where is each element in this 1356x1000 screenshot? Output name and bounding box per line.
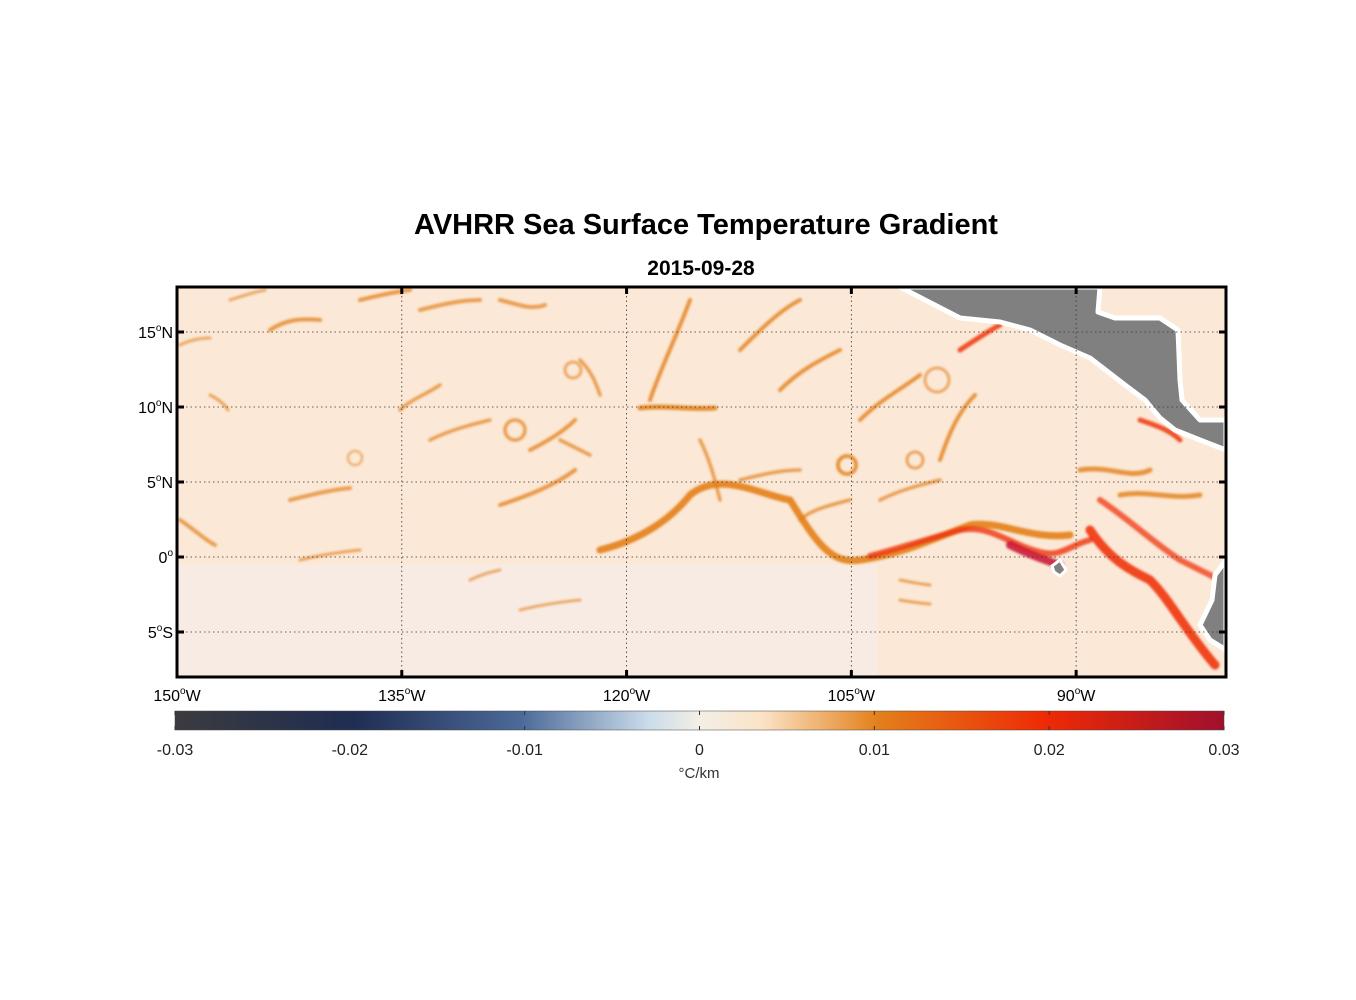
degree-symbol: o	[180, 686, 186, 697]
colorbar: -0.03 -0.02 -0.01 0 0.01 0.02 0.03 °C/km	[157, 710, 1240, 782]
lon-tick-number: 135	[378, 688, 405, 705]
lon-tick-label: 120oW	[603, 686, 651, 705]
lon-tick-hemisphere: W	[635, 688, 651, 705]
lon-tick-hemisphere: W	[860, 688, 876, 705]
front-f	[268, 288, 412, 332]
graticule	[177, 287, 1226, 677]
degree-symbol: o	[167, 548, 173, 559]
degree-symbol: o	[854, 686, 860, 697]
equatorial-front-core	[867, 525, 1093, 559]
equatorial-front	[596, 480, 1074, 565]
eddy-ring-6	[346, 449, 364, 467]
front-b	[648, 298, 692, 402]
galapagos-island	[1050, 557, 1068, 578]
lon-tick-hemisphere: W	[186, 688, 202, 705]
lat-tick-label: 5oN	[147, 473, 173, 492]
chart-subtitle: 2015-09-28	[647, 257, 755, 280]
degree-symbol: o	[630, 686, 636, 697]
central-america-land	[897, 287, 1226, 453]
front-n	[898, 578, 932, 606]
colorbar-tick-label: -0.02	[332, 742, 369, 759]
eddy-ring-2	[503, 418, 527, 442]
southern-calm-region	[177, 565, 877, 677]
lon-tick-hemisphere: W	[410, 688, 426, 705]
land-masses	[897, 287, 1226, 653]
eddy-ring-3	[563, 360, 583, 380]
front-g	[178, 486, 352, 547]
degree-symbol: o	[156, 473, 162, 484]
colorbar-tick-label: -0.01	[506, 742, 543, 759]
lat-tick-hemisphere: N	[161, 325, 173, 342]
south-america-land	[1197, 557, 1226, 653]
front-e	[498, 418, 577, 507]
colorbar-unit-label: °C/km	[679, 765, 720, 782]
degree-symbol: o	[1075, 686, 1081, 697]
lon-tick-label: 90oW	[1057, 686, 1096, 705]
lat-tick-label: 0o	[159, 548, 174, 567]
front-m	[208, 393, 362, 562]
front-i	[398, 383, 492, 442]
gradient-fronts	[178, 288, 1223, 670]
lat-tick-number: 0	[159, 550, 168, 567]
central-american-front	[1077, 466, 1203, 499]
eddy-ring-4	[905, 450, 925, 470]
lon-tick-number: 105	[828, 688, 855, 705]
lat-tick-number: 10	[138, 400, 156, 417]
front-h	[418, 298, 547, 312]
colorbar-tick-label: -0.03	[157, 742, 194, 759]
lon-tick-label: 150oW	[153, 686, 201, 705]
colorbar-tick-label: 0.01	[859, 742, 890, 759]
eddy-ring-1	[836, 454, 858, 476]
lon-tick-label: 105oW	[828, 686, 876, 705]
degree-symbol: o	[156, 398, 162, 409]
lat-tick-label: 5oS	[148, 623, 173, 642]
lon-tick-number: 120	[603, 688, 630, 705]
degree-symbol: o	[405, 686, 411, 697]
lat-tick-number: 15	[138, 325, 156, 342]
chart-title: AVHRR Sea Surface Temperature Gradient	[414, 209, 998, 241]
lon-tick-hemisphere: W	[1080, 688, 1096, 705]
front-p	[178, 288, 267, 347]
lon-tick-number: 150	[153, 688, 180, 705]
lat-tick-label: 15oN	[138, 323, 173, 342]
colorbar-tick-label: 0.03	[1208, 742, 1239, 759]
lat-tick-number: 5	[148, 625, 157, 642]
peru-coastal-front	[1085, 525, 1220, 670]
front-a	[637, 404, 718, 411]
colorbar-tick-label: 0.02	[1034, 742, 1065, 759]
peru-coastal-front-2	[1097, 497, 1223, 583]
front-j	[558, 358, 602, 457]
lon-tick-number: 90	[1057, 688, 1075, 705]
front-o	[468, 568, 582, 612]
colorbar-ticks: -0.03 -0.02 -0.01 0 0.01 0.02 0.03	[157, 711, 1240, 759]
eddy-ring-5	[923, 366, 951, 394]
lat-tick-number: 5	[147, 475, 156, 492]
coastal-red-spot	[957, 322, 1183, 443]
front-d	[858, 373, 977, 462]
degree-symbol: o	[156, 323, 162, 334]
front-l	[798, 478, 942, 522]
lat-tick-hemisphere: N	[161, 400, 173, 417]
map-panel	[177, 287, 1226, 677]
lat-tick-hemisphere: N	[161, 475, 173, 492]
degree-symbol: o	[157, 623, 163, 634]
lat-tick-label: 10oN	[138, 398, 173, 417]
colorbar-tick-label: 0	[695, 742, 704, 759]
lon-tick-label: 135oW	[378, 686, 426, 705]
front-k	[698, 438, 802, 502]
front-c	[738, 298, 842, 392]
lat-tick-hemisphere: S	[162, 625, 173, 642]
